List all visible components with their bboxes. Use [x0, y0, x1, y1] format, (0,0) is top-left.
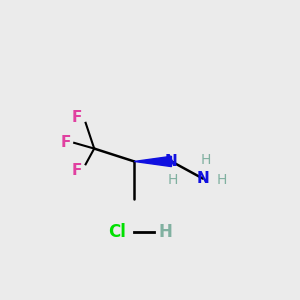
Text: H: H	[159, 223, 173, 241]
Polygon shape	[134, 156, 172, 167]
Text: F: F	[60, 135, 71, 150]
Text: H: H	[168, 173, 178, 187]
Text: N: N	[165, 154, 178, 169]
Text: Cl: Cl	[108, 223, 126, 241]
Text: F: F	[72, 110, 82, 124]
Text: H: H	[201, 153, 211, 167]
Text: F: F	[72, 163, 82, 178]
Text: H: H	[216, 173, 227, 187]
Text: N: N	[196, 171, 209, 186]
